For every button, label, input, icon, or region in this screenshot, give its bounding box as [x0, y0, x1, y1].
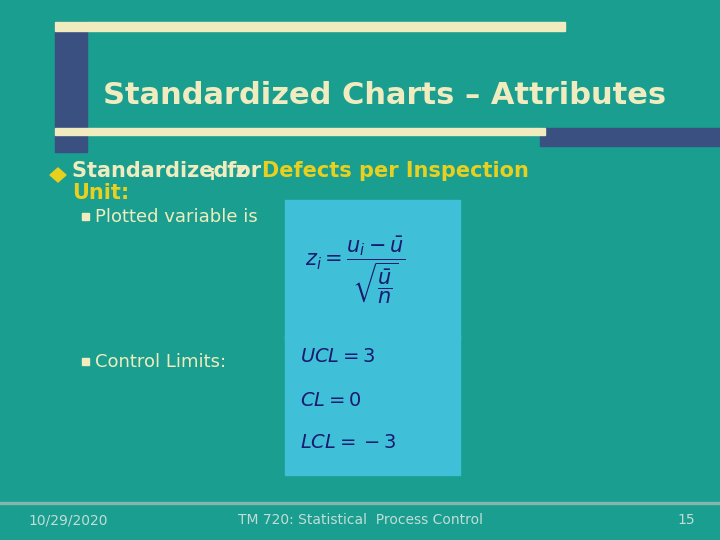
Text: 10/29/2020: 10/29/2020: [28, 513, 107, 527]
Text: $z_i = \dfrac{u_i - \bar{u}}{\sqrt{\dfrac{\bar{u}}{n}}}$: $z_i = \dfrac{u_i - \bar{u}}{\sqrt{\dfra…: [305, 234, 405, 306]
Text: for: for: [220, 161, 269, 181]
Text: Plotted variable is: Plotted variable is: [95, 208, 258, 226]
Bar: [285, 335, 460, 475]
Text: $UCL = 3$: $UCL = 3$: [300, 348, 376, 367]
Text: Unit:: Unit:: [72, 183, 130, 203]
Text: $LCL = -3$: $LCL = -3$: [300, 434, 396, 453]
Bar: [82, 213, 89, 220]
Text: Standardized z: Standardized z: [72, 161, 248, 181]
Text: Defects per Inspection: Defects per Inspection: [262, 161, 529, 181]
Text: i: i: [210, 167, 215, 183]
Bar: [0, 502, 720, 504]
Bar: [55, 22, 87, 152]
Bar: [82, 358, 89, 365]
Text: Standardized Charts – Attributes: Standardized Charts – Attributes: [104, 80, 667, 110]
Bar: [285, 200, 460, 340]
Bar: [55, 22, 565, 31]
Bar: [540, 128, 720, 146]
Bar: [55, 128, 545, 135]
Text: $CL = 0$: $CL = 0$: [300, 390, 361, 409]
Text: TM 720: Statistical  Process Control: TM 720: Statistical Process Control: [238, 513, 482, 527]
Text: 15: 15: [678, 513, 695, 527]
Polygon shape: [50, 168, 66, 182]
Text: Control Limits:: Control Limits:: [95, 353, 226, 371]
